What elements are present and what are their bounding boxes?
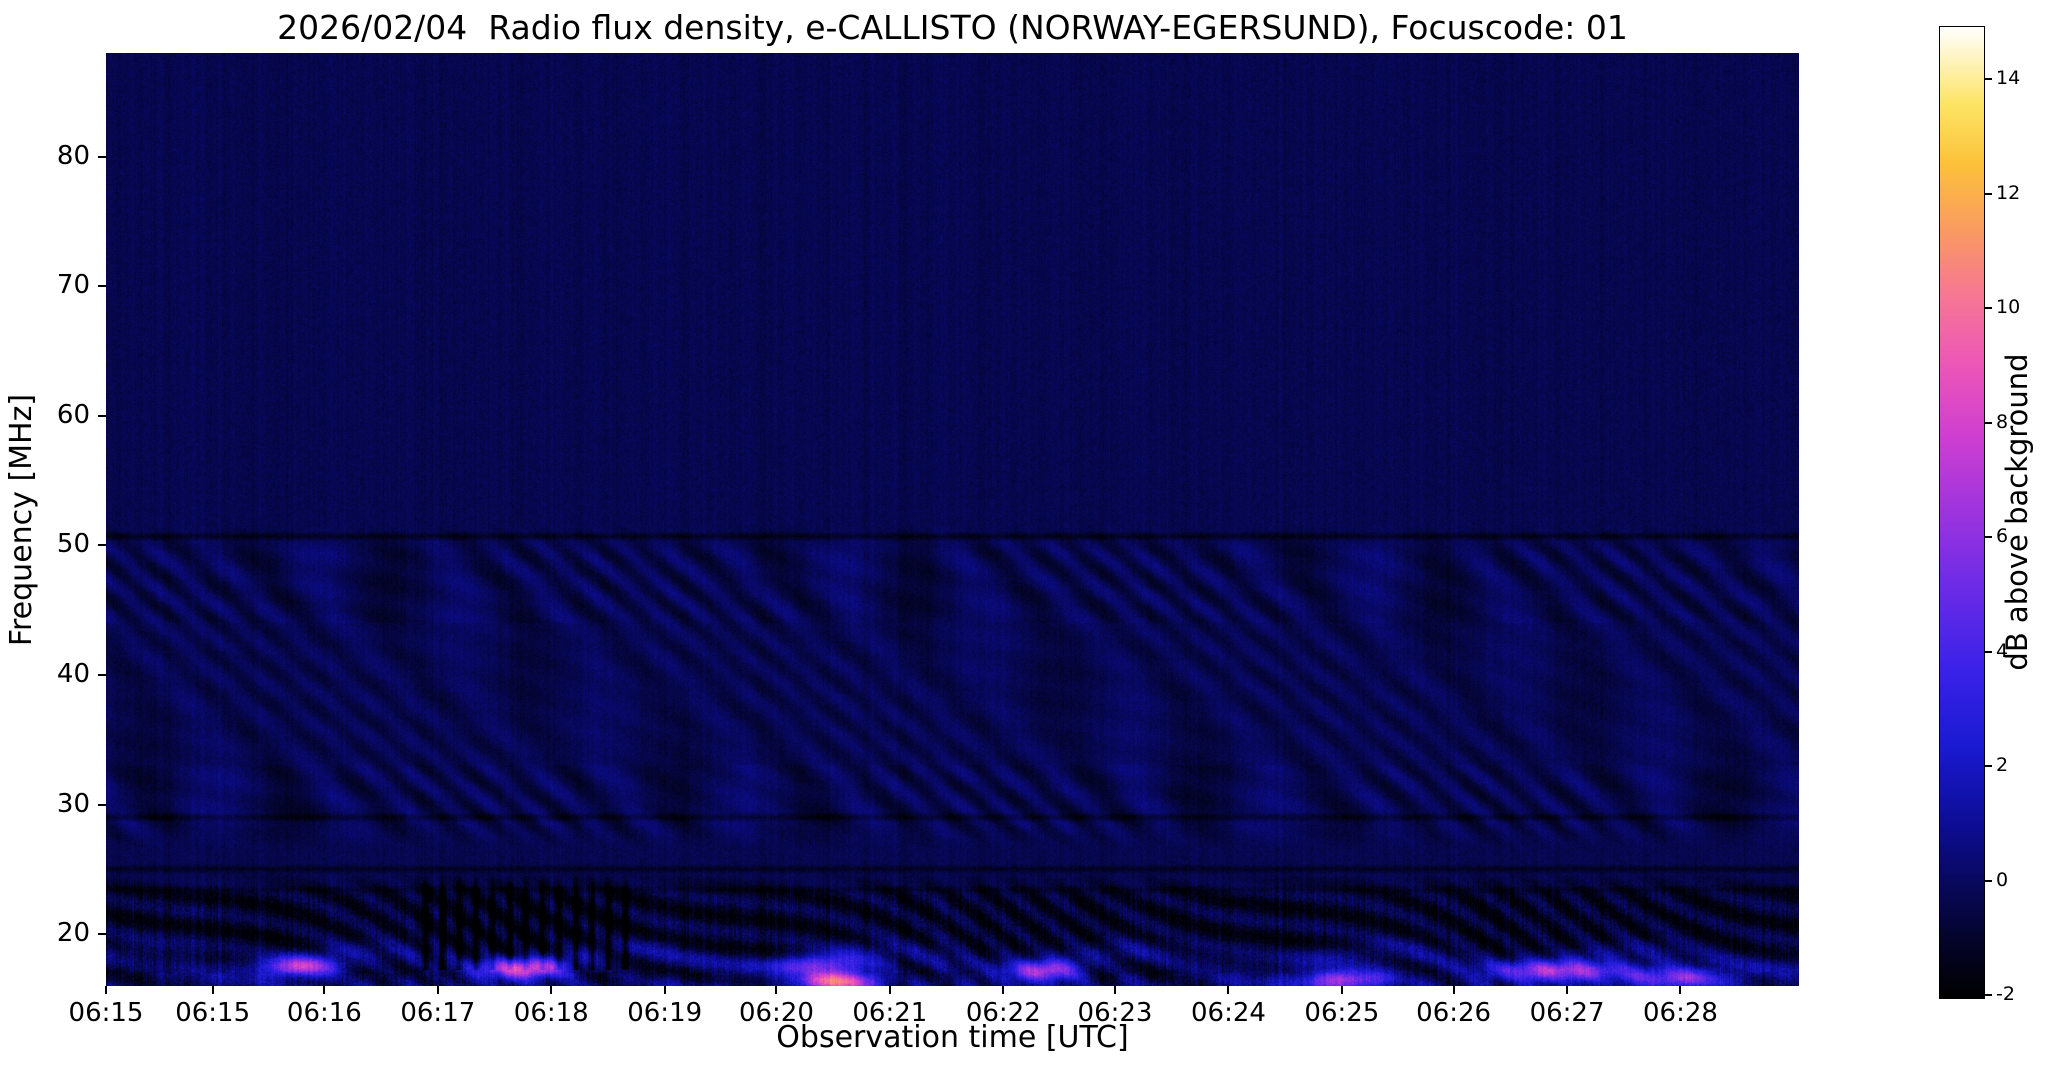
y-tick-label: 50: [56, 529, 90, 560]
colorbar-tick-mark: [1985, 993, 1992, 996]
x-tick-label: 06:24: [1190, 998, 1266, 1028]
y-tick-mark: [98, 285, 106, 288]
chart-title: 2026/02/04 Radio flux density, e-CALLIST…: [277, 8, 1628, 47]
y-tick-label: 60: [56, 399, 90, 430]
y-tick-mark: [98, 803, 106, 806]
x-tick-label: 06:15: [68, 998, 144, 1028]
x-tick-mark: [323, 986, 326, 994]
colorbar-tick-label: -2: [1996, 982, 2015, 1005]
y-tick-label: 30: [56, 788, 90, 819]
x-tick-label: 06:18: [513, 998, 589, 1028]
x-tick-mark: [1114, 986, 1117, 994]
y-tick-mark: [98, 933, 106, 936]
y-tick-mark: [98, 544, 106, 547]
y-tick-label: 70: [56, 270, 90, 301]
x-tick-mark: [663, 986, 666, 994]
x-axis-label: Observation time [UTC]: [776, 1020, 1129, 1055]
x-tick-label: 06:28: [1643, 998, 1718, 1028]
x-tick-label: 06:15: [175, 998, 251, 1028]
x-tick-mark: [775, 986, 778, 994]
y-tick-label: 20: [56, 918, 90, 949]
colorbar-tick-mark: [1985, 78, 1992, 81]
colorbar-tick-label: 12: [1996, 181, 2021, 204]
x-tick-label: 06:20: [738, 998, 814, 1028]
colorbar-tick-label: 14: [1996, 67, 2021, 90]
y-tick-mark: [98, 674, 106, 676]
x-tick-mark: [1566, 986, 1569, 994]
x-tick-label: 06:16: [286, 998, 362, 1028]
colorbar-tick-label: 8: [1996, 410, 2009, 433]
x-tick-label: 06:23: [1077, 998, 1153, 1028]
x-tick-label: 06:26: [1416, 998, 1492, 1028]
x-tick-label: 06:22: [965, 998, 1041, 1028]
x-tick-mark: [211, 986, 214, 994]
colorbar-tick-label: 0: [1996, 868, 2009, 891]
y-tick-mark: [98, 414, 106, 417]
colorbar-tick-mark: [1985, 307, 1992, 310]
colorbar-tick-mark: [1985, 650, 1992, 653]
x-tick-mark: [888, 986, 891, 994]
x-tick-label: 06:21: [852, 998, 928, 1028]
colorbar-tick-label: 4: [1996, 639, 2009, 662]
x-tick-mark: [1452, 986, 1455, 994]
colorbar-tick-mark: [1985, 536, 1992, 539]
x-tick-mark: [436, 986, 439, 994]
colorbar-tick-label: 2: [1996, 754, 2009, 777]
colorbar-tick-mark: [1985, 192, 1992, 195]
y-tick-label: 80: [56, 140, 90, 171]
x-tick-mark: [1002, 986, 1005, 994]
x-tick-label: 06:19: [627, 998, 703, 1028]
plot-area: [106, 53, 1799, 986]
x-tick-mark: [105, 986, 107, 994]
colorbar: [1939, 26, 1985, 999]
x-tick-mark: [1340, 986, 1343, 994]
x-tick-mark: [550, 986, 553, 994]
colorbar-tick-mark: [1985, 765, 1992, 768]
x-tick-label: 06:27: [1529, 998, 1605, 1028]
colorbar-tick-label: 6: [1996, 525, 2009, 548]
x-tick-label: 06:25: [1304, 998, 1380, 1028]
colorbar-tick-mark: [1985, 879, 1992, 882]
colorbar-tick-label: 10: [1996, 296, 2021, 319]
y-tick-mark: [98, 155, 106, 158]
y-tick-label: 40: [56, 659, 90, 689]
x-tick-label: 06:17: [400, 998, 476, 1028]
colorbar-tick-mark: [1985, 421, 1992, 424]
spectrogram-canvas: [106, 53, 1799, 986]
x-tick-mark: [1679, 986, 1682, 994]
x-tick-mark: [1227, 986, 1230, 994]
